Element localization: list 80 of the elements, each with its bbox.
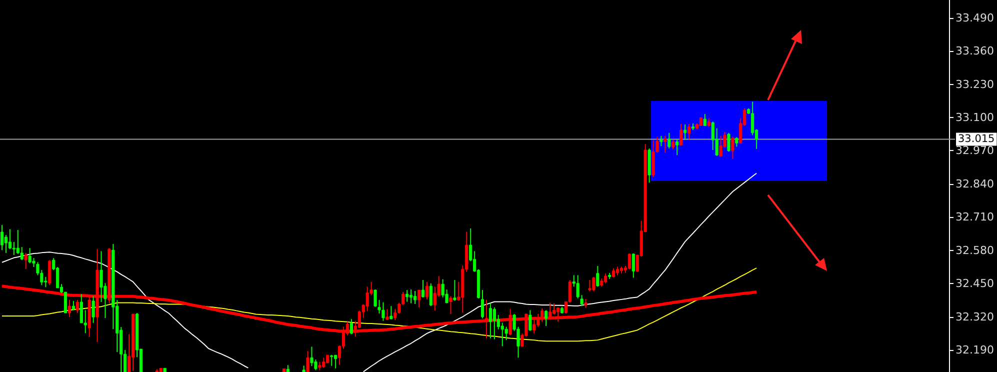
y-tick-label: 33.230 <box>956 78 994 91</box>
candlestick <box>310 346 314 367</box>
candlestick <box>382 302 385 322</box>
candlestick <box>552 302 556 316</box>
candlestick <box>425 281 428 300</box>
candlestick <box>480 289 484 319</box>
y-tick-label: 32.710 <box>956 210 994 224</box>
candlestick <box>92 296 95 324</box>
candlestick <box>48 260 52 286</box>
candlestick <box>576 274 580 299</box>
candlestick <box>330 354 334 366</box>
candlestick <box>453 280 456 302</box>
candlestick <box>668 132 671 149</box>
candlestick <box>596 265 600 288</box>
y-tick-label: 32.190 <box>956 344 994 357</box>
candlestick <box>544 310 548 327</box>
candlestick <box>680 123 683 146</box>
candlestick <box>24 252 28 270</box>
candlestick <box>540 308 544 322</box>
candlestick <box>676 138 679 156</box>
candlestick <box>28 248 32 264</box>
candlestick <box>44 276 48 288</box>
candlestick <box>417 289 421 308</box>
candlestick <box>672 140 675 150</box>
candlestick <box>433 286 436 312</box>
candlestick <box>604 272 608 284</box>
candlestick <box>548 302 552 319</box>
candlestick <box>449 296 452 315</box>
candlestick <box>687 123 691 140</box>
y-tick-label: 32.970 <box>956 144 994 158</box>
candlestick <box>684 124 687 141</box>
candlestick <box>12 241 16 256</box>
candlestick <box>703 113 706 126</box>
candlestick <box>719 135 722 158</box>
y-tick-label: 32.580 <box>956 244 994 257</box>
candlestick <box>366 286 369 312</box>
candlestick <box>628 252 631 270</box>
candlestick <box>72 300 76 311</box>
y-tick-label: 33.490 <box>956 11 994 24</box>
candlestick <box>76 299 79 314</box>
candlestick <box>4 234 8 254</box>
candlestick <box>322 357 326 368</box>
candlestick <box>334 354 338 369</box>
candlestick <box>80 294 83 324</box>
candlestick <box>429 282 432 307</box>
candlestick <box>664 135 667 154</box>
candlestick <box>727 132 730 152</box>
y-tick-label: 32.450 <box>956 277 994 290</box>
y-tick-label: 32.840 <box>956 177 994 190</box>
candlestick <box>421 280 424 298</box>
candlestick <box>374 288 377 308</box>
candlestick <box>8 228 12 250</box>
candlestick <box>612 268 616 278</box>
candlestick <box>580 294 584 307</box>
candlestick <box>556 306 560 322</box>
candlestick <box>314 358 318 371</box>
candlestick <box>492 306 496 340</box>
ref-line-label: 33.015 <box>958 133 995 146</box>
candlestick <box>588 280 592 292</box>
candlestick <box>390 306 393 320</box>
candlestick <box>0 224 4 251</box>
candlestick <box>731 136 734 160</box>
candlestick <box>660 135 663 147</box>
y-tick-label: 32.320 <box>956 310 994 324</box>
candlestick <box>488 302 492 339</box>
candlestick <box>528 310 532 332</box>
candlestick <box>735 136 738 148</box>
candlestick <box>413 290 417 305</box>
candlestick <box>652 140 655 178</box>
y-tick-label: 33.100 <box>956 111 994 124</box>
candlestick <box>751 101 754 136</box>
candlestick <box>406 289 409 302</box>
candlestick <box>68 299 72 318</box>
candlestick <box>306 350 310 372</box>
candlestick <box>386 308 389 321</box>
candlestick <box>350 318 353 335</box>
candlestick <box>536 314 540 328</box>
y-tick-label: 33.360 <box>956 44 994 58</box>
candlestick <box>632 252 635 278</box>
candlestick <box>592 276 596 292</box>
